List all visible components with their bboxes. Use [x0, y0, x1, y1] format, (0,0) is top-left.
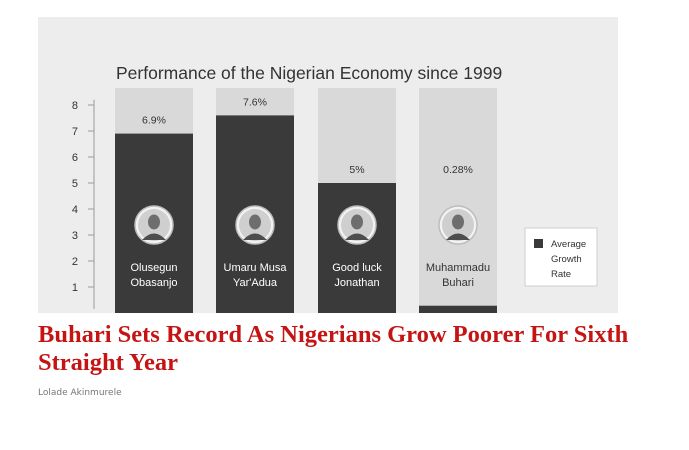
article-author[interactable]: Lolade Akinmurele	[38, 388, 122, 398]
y-tick-label: 3	[72, 230, 78, 242]
portrait-icon	[235, 205, 275, 245]
bar	[419, 305, 497, 313]
legend-label: Growth	[551, 254, 582, 265]
legend-label: Rate	[551, 269, 571, 280]
bar-group: 5% Good luck Jonathan	[318, 88, 396, 313]
bar-value-label: 7.6%	[243, 96, 267, 108]
legend-box	[524, 227, 598, 287]
bar-category-label: Obasanjo	[130, 277, 177, 289]
portrait-icon	[438, 205, 478, 245]
y-tick-label: 6	[72, 152, 78, 164]
portrait-icon	[134, 205, 174, 245]
portrait-icon	[337, 205, 377, 245]
y-tick-label: 1	[72, 282, 78, 294]
y-tick-label: 5	[72, 178, 78, 190]
bar-category-label: Jonathan	[334, 277, 379, 289]
bar-category-label: Yar'Adua	[233, 277, 278, 289]
bar-category-label: Muhammadu	[426, 262, 490, 274]
legend-label: Average	[551, 239, 586, 250]
y-tick-label: 7	[72, 126, 78, 138]
bar-group: 0.28% Muhammadu Buhari	[419, 88, 497, 313]
bars: 6.9% Olusegun Obasanjo 7.6% Umaru Musa Yar'Ad…	[115, 88, 497, 313]
bar-value-label: 0.28%	[443, 164, 473, 176]
y-tick-label: 8	[72, 100, 78, 112]
legend: Average Growth Rate	[524, 227, 598, 287]
bar-group: 6.9% Olusegun Obasanjo	[115, 88, 193, 313]
legend-swatch	[534, 239, 543, 248]
chart-title: Performance of the Nigerian Economy sinc…	[116, 63, 502, 83]
bar-value-label: 6.9%	[142, 115, 166, 127]
bar	[318, 183, 396, 313]
chart-panel: Performance of the Nigerian Economy sinc…	[38, 17, 618, 313]
bar-category-label: Buhari	[442, 277, 474, 289]
bar-category-label: Umaru Musa	[224, 262, 288, 274]
bar-category-label: Good luck	[332, 262, 382, 274]
y-tick-label: 4	[72, 204, 78, 216]
y-tick-label: 2	[72, 256, 78, 268]
bar-track	[419, 88, 497, 313]
chart-svg: Performance of the Nigerian Economy sinc…	[72, 63, 598, 313]
bar-value-label: 5%	[349, 164, 364, 176]
article-headline[interactable]: Buhari Sets Record As Nigerians Grow Poo…	[38, 321, 629, 376]
bar-category-label: Olusegun	[130, 262, 177, 274]
bar-group: 7.6% Umaru Musa Yar'Adua	[216, 88, 294, 313]
y-axis: 1 2 3 4 5 6 7 8	[72, 99, 95, 309]
